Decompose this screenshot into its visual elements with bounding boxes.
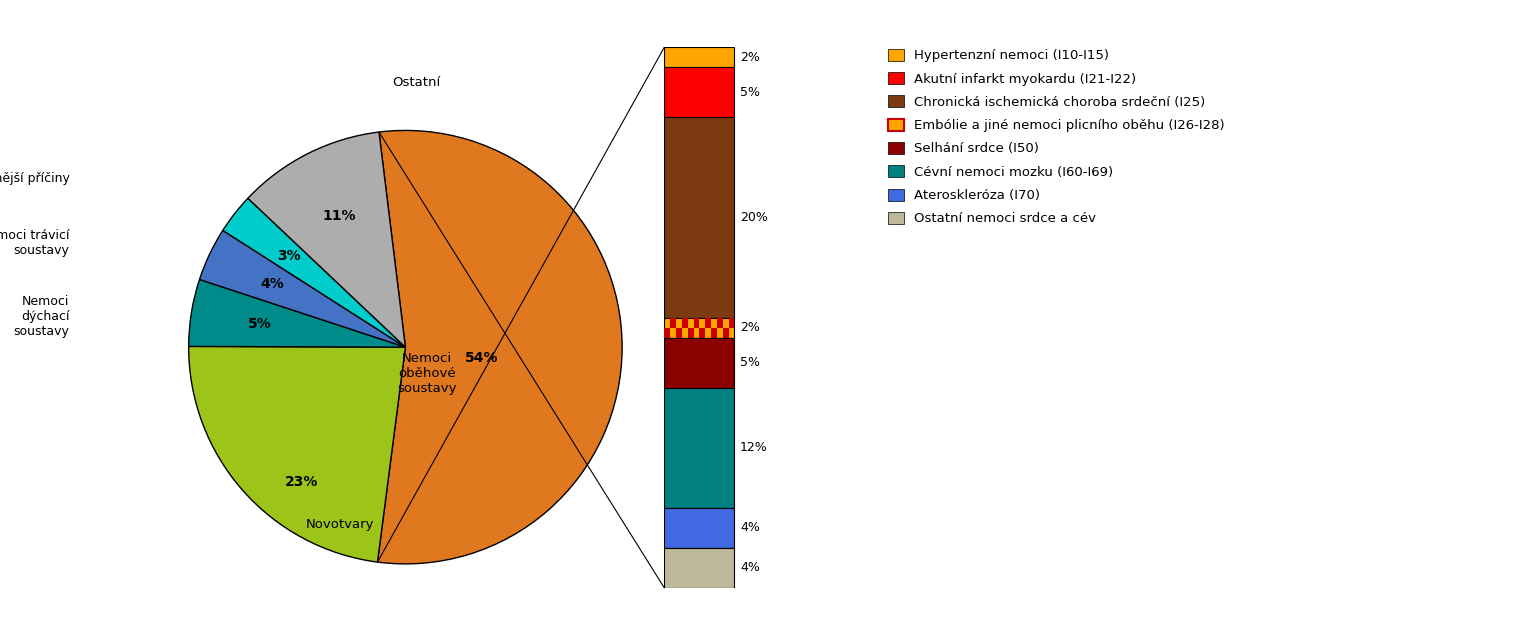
Bar (705, 317, 712, 327)
Text: 4%: 4% (741, 561, 760, 574)
Bar (718, 317, 722, 327)
Bar (699, 327, 705, 337)
Text: Nemoci
dýchací
soustavy: Nemoci dýchací soustavy (14, 295, 69, 338)
Text: 2%: 2% (741, 51, 760, 64)
Text: Ostatní: Ostatní (392, 76, 440, 89)
Bar (693, 317, 699, 327)
Bar (676, 327, 683, 337)
Text: 5%: 5% (247, 317, 272, 331)
Wedge shape (223, 198, 405, 347)
Text: 4%: 4% (741, 521, 760, 534)
Bar (687, 327, 693, 337)
Text: 5%: 5% (741, 86, 760, 99)
Text: 12%: 12% (741, 441, 768, 454)
Bar (664, 47, 734, 68)
Wedge shape (247, 132, 405, 347)
Text: 5%: 5% (741, 356, 760, 369)
Bar (664, 337, 734, 387)
Wedge shape (377, 130, 621, 564)
Bar (664, 387, 734, 507)
Bar (664, 507, 734, 548)
Text: Vnější příčiny: Vnější příčiny (0, 172, 69, 185)
Text: Nemoci
oběhové
soustavy: Nemoci oběhové soustavy (397, 351, 457, 394)
Text: 4%: 4% (261, 277, 284, 291)
Bar (683, 317, 687, 327)
Text: 23%: 23% (284, 475, 318, 489)
Bar (712, 327, 718, 337)
Wedge shape (200, 231, 405, 347)
Bar (728, 317, 734, 327)
Text: 11%: 11% (322, 209, 356, 222)
Bar (670, 317, 676, 327)
Bar (664, 548, 734, 588)
Bar (722, 327, 728, 337)
Bar (664, 68, 734, 118)
Text: Nemoci trávicí
soustavy: Nemoci trávicí soustavy (0, 229, 69, 257)
Wedge shape (189, 346, 405, 562)
Bar (664, 118, 734, 317)
Bar (664, 327, 670, 337)
Bar (664, 317, 734, 337)
Text: 3%: 3% (278, 250, 301, 264)
Legend: Hypertenzní nemoci (I10-I15), Akutní infarkt myokardu (I21-I22), Chronická ische: Hypertenzní nemoci (I10-I15), Akutní inf… (883, 44, 1231, 231)
Text: 54%: 54% (464, 351, 498, 365)
Text: 20%: 20% (741, 211, 768, 224)
Text: 2%: 2% (741, 321, 760, 334)
Wedge shape (189, 279, 405, 347)
Text: Novotvary: Novotvary (305, 518, 374, 532)
